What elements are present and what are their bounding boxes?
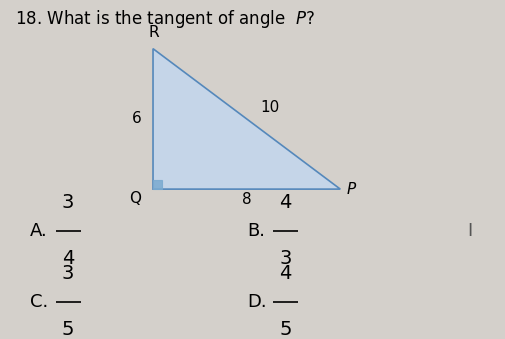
Text: 5: 5 <box>279 320 291 339</box>
Text: 5: 5 <box>62 320 74 339</box>
Text: A.: A. <box>30 221 48 240</box>
Text: 3: 3 <box>279 249 291 268</box>
Text: 4: 4 <box>279 193 291 212</box>
Text: C.: C. <box>30 293 48 311</box>
Bar <box>153 180 162 189</box>
Text: R: R <box>149 25 160 40</box>
Text: 8: 8 <box>242 192 251 207</box>
Text: Q: Q <box>129 192 141 206</box>
Text: 3: 3 <box>62 264 74 283</box>
Text: P: P <box>346 182 356 197</box>
Polygon shape <box>153 49 340 189</box>
Text: 4: 4 <box>62 249 74 268</box>
Text: 10: 10 <box>261 100 280 115</box>
Text: 6: 6 <box>132 112 141 126</box>
Text: 4: 4 <box>279 264 291 283</box>
Text: 18. What is the tangent of angle  $P$?: 18. What is the tangent of angle $P$? <box>15 8 315 31</box>
Text: I: I <box>467 221 472 240</box>
Text: 3: 3 <box>62 193 74 212</box>
Text: B.: B. <box>247 221 266 240</box>
Text: D.: D. <box>247 293 267 311</box>
